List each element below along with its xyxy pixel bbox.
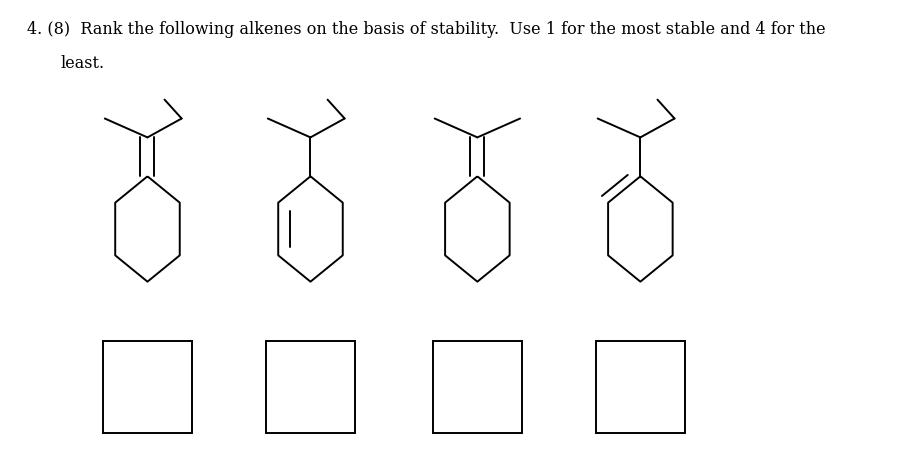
Text: 4. (8)  Rank the following alkenes on the basis of stability.  Use 1 for the mos: 4. (8) Rank the following alkenes on the… <box>27 21 826 38</box>
Bar <box>432 341 522 433</box>
Bar <box>596 341 685 433</box>
Text: least.: least. <box>60 55 105 72</box>
Bar <box>103 341 192 433</box>
Bar <box>266 341 355 433</box>
